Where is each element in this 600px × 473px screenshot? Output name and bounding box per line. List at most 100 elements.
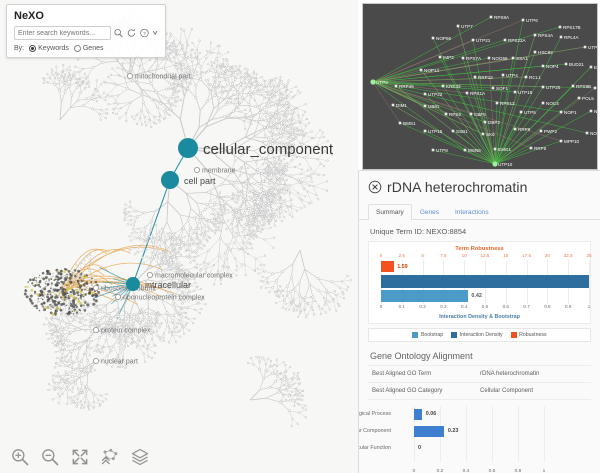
go-bar-value: 0 (418, 445, 421, 451)
help-icon[interactable]: ? (139, 26, 150, 40)
chart-legend: Bootstrap Interaction Density Robustness (368, 328, 591, 342)
svg-text:SSB1: SSB1 (456, 129, 468, 134)
table-row: Best Aligned GO Term rDNA heterochromati… (368, 365, 591, 382)
search-panel[interactable]: NeXO ? By: Keywords (6, 4, 166, 58)
svg-text:RRP12: RRP12 (478, 75, 493, 80)
gene-network-graph[interactable]: RPS8A UTP6 UTP7 RPS17B NOP56 UTP21 RPS22A RPS4A… (363, 4, 598, 170)
go-alignment-table: Best Aligned GO Term rDNA heterochromati… (368, 365, 591, 400)
radio-genes[interactable]: Genes (73, 45, 104, 52)
tab-genes[interactable]: Genes (419, 209, 439, 216)
go-bar-row: Cellular Component 0.23 (359, 423, 591, 441)
svg-text:UTP6: UTP6 (526, 18, 538, 23)
gridline (492, 406, 493, 462)
svg-text:cell part: cell part (184, 176, 216, 186)
bar-bootstrap (381, 290, 469, 302)
radio-genes-label: Genes (82, 45, 104, 52)
svg-text:NOP4: NOP4 (546, 64, 559, 69)
top-axis-tick: 25 (586, 253, 592, 258)
legend-swatch-bootstrap (412, 332, 419, 338)
bottom-axis-tick: 0.8 (544, 304, 551, 309)
app-title: NeXO (14, 10, 44, 22)
go-axis-tick: 1 (542, 469, 546, 473)
gridline (518, 406, 519, 462)
search-icon[interactable] (113, 26, 124, 40)
legend-item-bootstrap[interactable]: Bootstrap (412, 332, 443, 338)
zoom-in-icon[interactable] (10, 447, 30, 467)
legend-label-bootstrap: Bootstrap (420, 332, 444, 338)
top-axis-tick: 0 (379, 253, 383, 258)
svg-text:UTP22: UTP22 (428, 92, 443, 97)
close-circle-icon[interactable] (368, 180, 382, 194)
search-row[interactable]: ? (14, 26, 158, 40)
fit-screen-icon[interactable] (70, 447, 90, 467)
svg-text:RPS22A: RPS22A (508, 38, 527, 43)
collapse-network-icon[interactable] (100, 447, 120, 467)
tab-summary[interactable]: Summary (368, 204, 412, 220)
svg-text:protein complex: protein complex (101, 327, 151, 334)
radio-genes-dot (73, 45, 81, 52)
svg-text:NOG56: NOG56 (492, 56, 508, 61)
svg-text:RRP9: RRP9 (518, 127, 531, 132)
search-by-label: By: (14, 45, 25, 52)
bar-value-label: 0.42 (471, 293, 482, 299)
detail-tabs[interactable]: Summary Genes Interactions (359, 203, 600, 220)
ontology-tree-view[interactable]: mitochondrial part membrane protein comple… (0, 0, 358, 473)
tab-interactions[interactable]: Interactions (454, 209, 489, 216)
refresh-icon[interactable] (126, 26, 137, 40)
radio-keywords[interactable]: Keywords (29, 45, 69, 52)
go-bar-value: 0.06 (425, 411, 437, 417)
search-input[interactable] (14, 26, 111, 40)
svg-text:NOP1: NOP1 (564, 110, 577, 115)
top-axis-tick: 17.5 (522, 253, 532, 258)
svg-text:RPS9B: RPS9B (576, 84, 591, 89)
bottom-axis-tick: 0.6 (502, 304, 509, 309)
legend-swatch-interaction-density (451, 332, 458, 338)
svg-text:RPS17B: RPS17B (563, 25, 581, 30)
go-axis-tick: 0.6 (488, 469, 496, 473)
svg-text:RCL1: RCL1 (529, 75, 541, 80)
table-row: Best Aligned GO Category Cellular Compon… (368, 382, 591, 400)
layers-icon[interactable] (130, 447, 150, 467)
svg-text:RPS8A: RPS8A (494, 15, 510, 20)
svg-text:cellular_component: cellular_component (203, 141, 334, 158)
go-alignment-title: Gene Ontology Alignment (370, 351, 473, 361)
chevron-down-icon[interactable] (152, 26, 158, 40)
legend-item-interaction-density[interactable]: Interaction Density (451, 332, 503, 338)
top-axis-tick: 12.5 (480, 253, 490, 258)
bar-robustness (381, 261, 395, 272)
svg-text:NAN1: NAN1 (594, 109, 598, 114)
top-axis-tick: 20 (544, 253, 550, 258)
svg-text:POL5: POL5 (582, 96, 594, 101)
legend-label-robustness: Robustness (519, 332, 547, 338)
bottom-axis-tick: 1 (587, 304, 591, 309)
svg-text:MSN5: MSN5 (468, 148, 481, 153)
view-toolbar[interactable] (0, 441, 358, 473)
panel-header: rDNA heterochromatin (359, 171, 600, 199)
top-axis-ticks: 0 2.5 5 7.5 10 12.5 15 17.5 20 22.5 25 (373, 252, 592, 260)
svg-text:HSC82: HSC82 (538, 50, 553, 55)
gridline (466, 406, 467, 462)
legend-item-robustness[interactable]: Robustness (510, 332, 547, 338)
svg-text:RPS4A: RPS4A (538, 33, 554, 38)
top-axis-tick: 7.5 (440, 253, 447, 258)
zoom-out-icon[interactable] (40, 447, 60, 467)
go-term-key: Best Aligned GO Term (372, 371, 432, 377)
bottom-axis-label: Interaction Density & Bootstrap (439, 314, 520, 320)
svg-text:mitochondrial part: mitochondrial part (135, 73, 191, 80)
svg-text:NOP56: NOP56 (436, 36, 452, 41)
svg-text:NOP14: NOP14 (424, 68, 440, 73)
bottom-axis-tick: 0.1 (398, 304, 405, 309)
chart-title-robustness: Term Robustness (455, 246, 504, 252)
gene-interaction-network[interactable]: RPS8A UTP6 UTP7 RPS17B NOP56 UTP21 RPS22A RPS4A… (362, 3, 598, 170)
search-by-row[interactable]: By: Keywords Genes (14, 45, 158, 52)
ontology-tree-graph[interactable]: mitochondrial part membrane protein comple… (0, 0, 358, 473)
top-axis-tick: 22.5 (563, 253, 573, 258)
go-bar-label: Cellular Component (359, 428, 391, 434)
go-bar-label: Molecular Function (358, 445, 391, 451)
svg-text:UTP5: UTP5 (524, 110, 536, 115)
svg-text:UTP4: UTP4 (506, 73, 518, 78)
svg-text:RRP5: RRP5 (534, 146, 547, 151)
top-axis-tick: 10 (461, 253, 467, 258)
svg-text:RPS6: RPS6 (449, 112, 461, 117)
svg-text:macromolecular complex: macromolecular complex (155, 272, 233, 279)
